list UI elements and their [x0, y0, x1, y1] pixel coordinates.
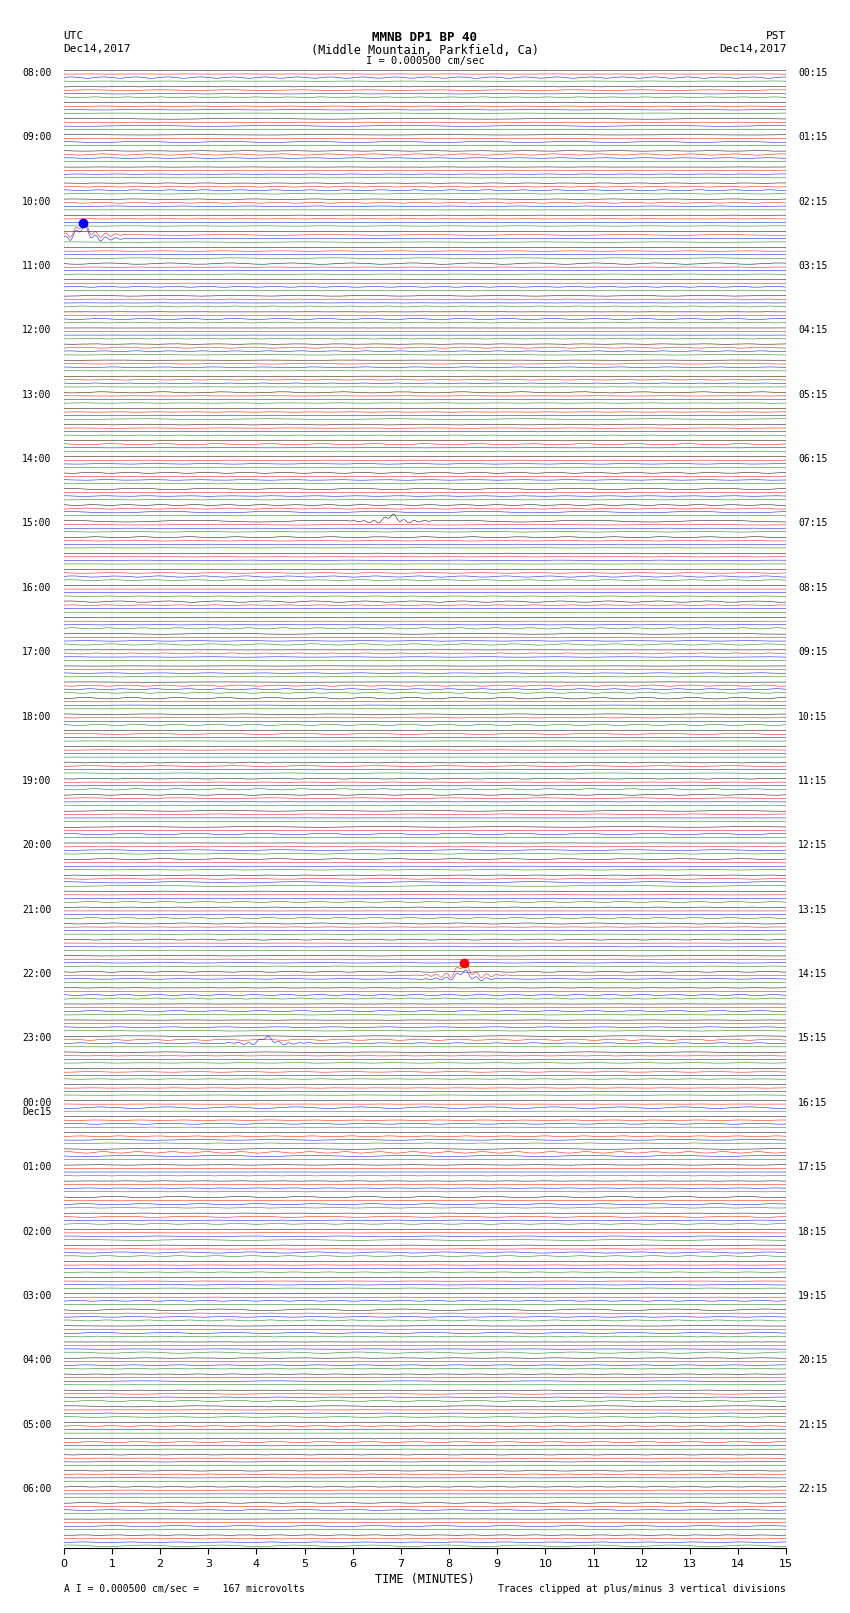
- Text: 00:15: 00:15: [798, 68, 828, 77]
- Text: 10:15: 10:15: [798, 711, 828, 721]
- Text: 18:00: 18:00: [22, 711, 52, 721]
- Text: 05:00: 05:00: [22, 1419, 52, 1429]
- Text: 10:00: 10:00: [22, 197, 52, 206]
- Text: 13:15: 13:15: [798, 905, 828, 915]
- Text: 14:15: 14:15: [798, 969, 828, 979]
- Text: 20:00: 20:00: [22, 840, 52, 850]
- Text: 11:15: 11:15: [798, 776, 828, 786]
- Text: 07:15: 07:15: [798, 518, 828, 529]
- Text: 22:00: 22:00: [22, 969, 52, 979]
- Text: 20:15: 20:15: [798, 1355, 828, 1365]
- Text: 15:15: 15:15: [798, 1034, 828, 1044]
- Text: 09:00: 09:00: [22, 132, 52, 142]
- Text: 15:00: 15:00: [22, 518, 52, 529]
- Text: 05:15: 05:15: [798, 390, 828, 400]
- Text: Dec14,2017: Dec14,2017: [64, 44, 131, 53]
- Text: 17:00: 17:00: [22, 647, 52, 656]
- Text: I = 0.000500 cm/sec: I = 0.000500 cm/sec: [366, 56, 484, 66]
- Text: 02:15: 02:15: [798, 197, 828, 206]
- Text: 04:15: 04:15: [798, 326, 828, 336]
- Text: 16:15: 16:15: [798, 1098, 828, 1108]
- Text: 12:15: 12:15: [798, 840, 828, 850]
- Text: 18:15: 18:15: [798, 1226, 828, 1237]
- Text: 23:00: 23:00: [22, 1034, 52, 1044]
- Text: 22:15: 22:15: [798, 1484, 828, 1494]
- Text: UTC: UTC: [64, 31, 84, 40]
- Text: Traces clipped at plus/minus 3 vertical divisions: Traces clipped at plus/minus 3 vertical …: [498, 1584, 786, 1594]
- Text: 03:00: 03:00: [22, 1290, 52, 1302]
- Text: 14:00: 14:00: [22, 453, 52, 465]
- Text: 01:15: 01:15: [798, 132, 828, 142]
- Text: 03:15: 03:15: [798, 261, 828, 271]
- X-axis label: TIME (MINUTES): TIME (MINUTES): [375, 1573, 475, 1586]
- Text: 04:00: 04:00: [22, 1355, 52, 1365]
- Text: A I = 0.000500 cm/sec =    167 microvolts: A I = 0.000500 cm/sec = 167 microvolts: [64, 1584, 304, 1594]
- Text: 21:15: 21:15: [798, 1419, 828, 1429]
- Text: 13:00: 13:00: [22, 390, 52, 400]
- Text: MMNB DP1 BP 40: MMNB DP1 BP 40: [372, 31, 478, 44]
- Text: 08:15: 08:15: [798, 582, 828, 594]
- Text: 02:00: 02:00: [22, 1226, 52, 1237]
- Text: 19:00: 19:00: [22, 776, 52, 786]
- Text: 06:15: 06:15: [798, 453, 828, 465]
- Text: 16:00: 16:00: [22, 582, 52, 594]
- Text: 08:00: 08:00: [22, 68, 52, 77]
- Text: 12:00: 12:00: [22, 326, 52, 336]
- Text: PST: PST: [766, 31, 786, 40]
- Text: 21:00: 21:00: [22, 905, 52, 915]
- Text: 01:00: 01:00: [22, 1163, 52, 1173]
- Text: Dec14,2017: Dec14,2017: [719, 44, 786, 53]
- Text: 11:00: 11:00: [22, 261, 52, 271]
- Text: 00:00: 00:00: [22, 1098, 52, 1108]
- Text: 06:00: 06:00: [22, 1484, 52, 1494]
- Text: (Middle Mountain, Parkfield, Ca): (Middle Mountain, Parkfield, Ca): [311, 44, 539, 56]
- Text: Dec15: Dec15: [22, 1108, 52, 1118]
- Text: 19:15: 19:15: [798, 1290, 828, 1302]
- Text: 09:15: 09:15: [798, 647, 828, 656]
- Text: 17:15: 17:15: [798, 1163, 828, 1173]
